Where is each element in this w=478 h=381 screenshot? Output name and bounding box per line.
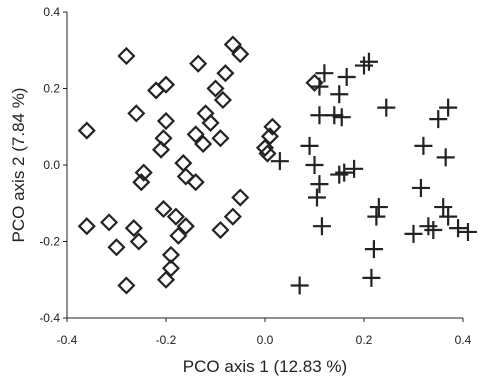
diamond-point	[196, 104, 215, 123]
diamond-point	[174, 154, 193, 173]
plot-markers	[77, 35, 477, 295]
plus-point	[436, 148, 455, 167]
y-tick-label: 0.4	[43, 5, 60, 19]
plus-point	[310, 77, 329, 96]
diamond-point	[176, 217, 195, 236]
diamond-point	[156, 270, 176, 289]
plus-point	[369, 198, 388, 217]
plus-point	[330, 165, 349, 184]
diamond-point	[134, 163, 153, 182]
plus-point	[424, 221, 443, 240]
diamond-point	[211, 129, 230, 148]
diamond-point	[161, 245, 181, 264]
x-tick-label: -0.4	[57, 333, 78, 347]
y-tick-label: -0.2	[39, 235, 60, 249]
diamond-point	[216, 64, 235, 83]
diamond-point	[223, 35, 242, 54]
diamond-point	[117, 276, 136, 295]
diamond-point	[166, 207, 185, 226]
plus-point	[419, 217, 438, 236]
diamond-point	[260, 127, 280, 146]
plus-point	[362, 268, 381, 287]
plus-point	[290, 276, 309, 295]
x-tick-label: 0.2	[356, 333, 373, 347]
diamond-point	[154, 199, 173, 219]
plus-point	[355, 56, 373, 75]
plus-point	[377, 98, 396, 117]
plus-point	[312, 217, 331, 236]
diamond-point	[186, 125, 205, 144]
plus-point	[305, 156, 324, 174]
diamond-point	[124, 219, 143, 238]
x-tick-label: 0.0	[257, 333, 274, 347]
x-tick-label: 0.4	[455, 333, 472, 347]
diamond-point	[129, 232, 148, 251]
plus-point	[300, 136, 319, 155]
y-tick-label: -0.4	[39, 311, 60, 325]
plus-point	[270, 152, 289, 171]
plus-point	[335, 163, 354, 182]
diamond-point	[201, 113, 220, 132]
diamond-point	[77, 217, 96, 236]
x-tick-label: -0.2	[156, 333, 177, 347]
diamond-point	[169, 226, 188, 245]
plus-point	[325, 106, 344, 125]
plus-point	[411, 178, 430, 197]
plus-point	[429, 110, 448, 129]
diamond-point	[231, 45, 250, 64]
diamond-point	[156, 75, 176, 94]
y-tick-label: 0.2	[43, 82, 60, 96]
plus-point	[332, 108, 351, 127]
diamond-point	[147, 81, 166, 100]
diamond-point	[77, 121, 96, 140]
plus-point	[337, 68, 356, 87]
diamond-point	[156, 111, 176, 131]
plus-point	[439, 207, 458, 226]
diamond-point	[194, 134, 213, 154]
plus-point	[307, 188, 326, 207]
diamond-point	[117, 46, 136, 66]
plus-point	[458, 222, 477, 241]
diamond-point	[132, 173, 151, 192]
plus-point	[404, 224, 423, 243]
plus-point	[439, 98, 458, 117]
diamond-point	[186, 173, 205, 192]
y-axis-title: PCO axis 2 (7.84 %)	[9, 88, 28, 243]
diamond-point	[258, 144, 277, 163]
y-tick-label: 0.0	[43, 158, 60, 172]
plus-point	[315, 64, 334, 83]
diamond-point	[263, 117, 282, 136]
plus-point	[449, 219, 468, 238]
plus-point	[414, 136, 433, 155]
diamond-point	[176, 167, 195, 186]
axis-ticks: -0.4 -0.2 0.0 0.2 0.4 -0.4 -0.2 0.0 0.2 0.4	[39, 5, 471, 347]
diamond-point	[223, 207, 242, 226]
plus-point	[330, 85, 349, 104]
x-axis-title: PCO axis 1 (12.83 %)	[183, 357, 347, 376]
diamond-point	[107, 238, 126, 257]
diamond-point	[213, 90, 232, 110]
plus-point	[345, 159, 364, 178]
diamond-point	[231, 188, 250, 207]
plus-point	[367, 207, 386, 226]
plus-point	[434, 198, 453, 217]
diamond-point	[189, 54, 208, 73]
plus-point	[364, 240, 383, 259]
diamond-point	[100, 213, 119, 232]
plus-point	[310, 175, 329, 194]
diamond-point	[211, 220, 230, 240]
diamond-point	[127, 104, 146, 123]
plus-point	[359, 52, 378, 71]
diamond-point	[206, 79, 225, 98]
diamond-point	[151, 140, 171, 159]
